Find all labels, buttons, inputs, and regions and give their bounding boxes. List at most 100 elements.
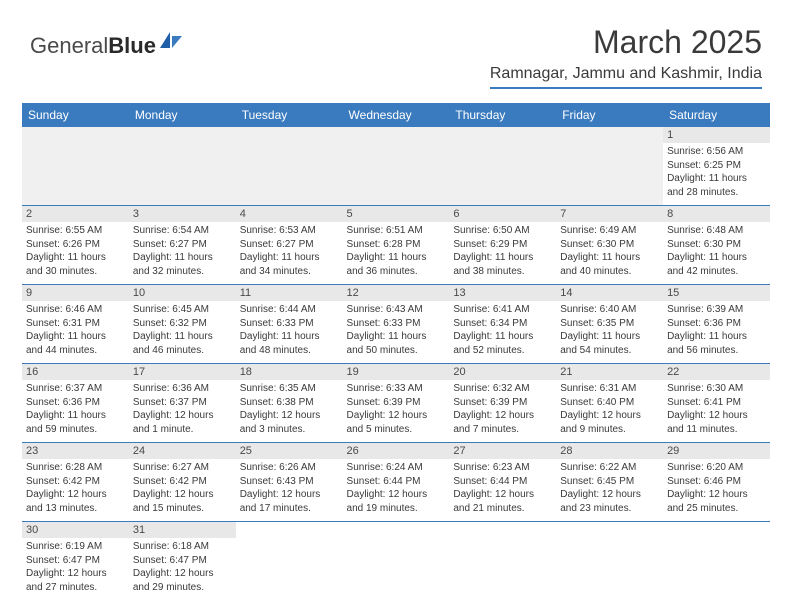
- cell-sr: Sunrise: 6:32 AM: [453, 382, 552, 396]
- calendar-cell: 5Sunrise: 6:51 AMSunset: 6:28 PMDaylight…: [343, 206, 450, 285]
- calendar-head: SundayMondayTuesdayWednesdayThursdayFrid…: [22, 103, 770, 127]
- logo-part1: General: [30, 33, 108, 58]
- cell-sr: Sunrise: 6:44 AM: [240, 303, 339, 317]
- cell-ss: Sunset: 6:32 PM: [133, 317, 232, 331]
- day-number: 22: [663, 364, 770, 380]
- cell-dl2: and 54 minutes.: [560, 344, 659, 358]
- cell-dl1: Daylight: 12 hours: [347, 409, 446, 423]
- calendar-cell: 29Sunrise: 6:20 AMSunset: 6:46 PMDayligh…: [663, 443, 770, 522]
- calendar-cell: 3Sunrise: 6:54 AMSunset: 6:27 PMDaylight…: [129, 206, 236, 285]
- cell-dl1: Daylight: 12 hours: [347, 488, 446, 502]
- cell-dl1: Daylight: 11 hours: [453, 251, 552, 265]
- cell-dl2: and 52 minutes.: [453, 344, 552, 358]
- cell-ss: Sunset: 6:35 PM: [560, 317, 659, 331]
- cell-dl2: and 38 minutes.: [453, 265, 552, 279]
- calendar-cell: 2Sunrise: 6:55 AMSunset: 6:26 PMDaylight…: [22, 206, 129, 285]
- cell-dl2: and 29 minutes.: [133, 581, 232, 595]
- cell-dl2: and 21 minutes.: [453, 502, 552, 516]
- cell-dl1: Daylight: 11 hours: [347, 251, 446, 265]
- cell-sr: Sunrise: 6:28 AM: [26, 461, 125, 475]
- calendar-cell: [236, 127, 343, 206]
- day-number: 31: [129, 522, 236, 538]
- cell-sr: Sunrise: 6:19 AM: [26, 540, 125, 554]
- logo-part2: Blue: [108, 33, 156, 58]
- calendar-cell: 14Sunrise: 6:40 AMSunset: 6:35 PMDayligh…: [556, 285, 663, 364]
- cell-dl1: Daylight: 12 hours: [26, 488, 125, 502]
- cell-dl1: Daylight: 11 hours: [347, 330, 446, 344]
- calendar-cell: 19Sunrise: 6:33 AMSunset: 6:39 PMDayligh…: [343, 364, 450, 443]
- cell-sr: Sunrise: 6:41 AM: [453, 303, 552, 317]
- cell-dl2: and 48 minutes.: [240, 344, 339, 358]
- cell-dl2: and 17 minutes.: [240, 502, 339, 516]
- cell-sr: Sunrise: 6:51 AM: [347, 224, 446, 238]
- cell-sr: Sunrise: 6:30 AM: [667, 382, 766, 396]
- calendar-cell: 28Sunrise: 6:22 AMSunset: 6:45 PMDayligh…: [556, 443, 663, 522]
- cell-ss: Sunset: 6:43 PM: [240, 475, 339, 489]
- weekday-row: SundayMondayTuesdayWednesdayThursdayFrid…: [22, 103, 770, 127]
- cell-dl2: and 42 minutes.: [667, 265, 766, 279]
- weekday-header: Friday: [556, 103, 663, 127]
- cell-dl1: Daylight: 12 hours: [26, 567, 125, 581]
- cell-ss: Sunset: 6:44 PM: [347, 475, 446, 489]
- cell-dl1: Daylight: 11 hours: [133, 251, 232, 265]
- logo: GeneralBlue: [30, 30, 184, 61]
- cell-dl2: and 3 minutes.: [240, 423, 339, 437]
- cell-ss: Sunset: 6:27 PM: [133, 238, 232, 252]
- cell-sr: Sunrise: 6:20 AM: [667, 461, 766, 475]
- calendar-cell: 6Sunrise: 6:50 AMSunset: 6:29 PMDaylight…: [449, 206, 556, 285]
- sail-icon: [158, 30, 184, 55]
- cell-dl1: Daylight: 12 hours: [133, 567, 232, 581]
- day-number: 24: [129, 443, 236, 459]
- weekday-header: Saturday: [663, 103, 770, 127]
- calendar-cell: 26Sunrise: 6:24 AMSunset: 6:44 PMDayligh…: [343, 443, 450, 522]
- day-number: 16: [22, 364, 129, 380]
- calendar-cell: 7Sunrise: 6:49 AMSunset: 6:30 PMDaylight…: [556, 206, 663, 285]
- cell-dl1: Daylight: 11 hours: [667, 330, 766, 344]
- cell-sr: Sunrise: 6:31 AM: [560, 382, 659, 396]
- cell-sr: Sunrise: 6:43 AM: [347, 303, 446, 317]
- cell-dl1: Daylight: 11 hours: [667, 172, 766, 186]
- cell-dl1: Daylight: 11 hours: [26, 409, 125, 423]
- calendar-cell: 31Sunrise: 6:18 AMSunset: 6:47 PMDayligh…: [129, 522, 236, 601]
- calendar-cell: 22Sunrise: 6:30 AMSunset: 6:41 PMDayligh…: [663, 364, 770, 443]
- day-number: 2: [22, 206, 129, 222]
- cell-sr: Sunrise: 6:40 AM: [560, 303, 659, 317]
- cell-dl2: and 30 minutes.: [26, 265, 125, 279]
- cell-ss: Sunset: 6:39 PM: [347, 396, 446, 410]
- calendar-cell: [663, 522, 770, 601]
- cell-dl1: Daylight: 12 hours: [133, 409, 232, 423]
- cell-dl2: and 5 minutes.: [347, 423, 446, 437]
- calendar-cell: 25Sunrise: 6:26 AMSunset: 6:43 PMDayligh…: [236, 443, 343, 522]
- cell-dl1: Daylight: 11 hours: [560, 330, 659, 344]
- month-title: March 2025: [490, 24, 762, 61]
- cell-dl2: and 59 minutes.: [26, 423, 125, 437]
- day-number: 13: [449, 285, 556, 301]
- cell-sr: Sunrise: 6:45 AM: [133, 303, 232, 317]
- day-number: 6: [449, 206, 556, 222]
- day-number: 7: [556, 206, 663, 222]
- day-number: 1: [663, 127, 770, 143]
- day-number: 10: [129, 285, 236, 301]
- calendar-cell: 4Sunrise: 6:53 AMSunset: 6:27 PMDaylight…: [236, 206, 343, 285]
- cell-ss: Sunset: 6:36 PM: [26, 396, 125, 410]
- calendar-row: 1Sunrise: 6:56 AMSunset: 6:25 PMDaylight…: [22, 127, 770, 206]
- cell-dl2: and 28 minutes.: [667, 186, 766, 200]
- cell-sr: Sunrise: 6:22 AM: [560, 461, 659, 475]
- cell-ss: Sunset: 6:34 PM: [453, 317, 552, 331]
- logo-text: GeneralBlue: [30, 33, 156, 59]
- cell-sr: Sunrise: 6:55 AM: [26, 224, 125, 238]
- cell-dl1: Daylight: 11 hours: [240, 330, 339, 344]
- cell-dl1: Daylight: 11 hours: [26, 251, 125, 265]
- calendar-cell: 1Sunrise: 6:56 AMSunset: 6:25 PMDaylight…: [663, 127, 770, 206]
- cell-sr: Sunrise: 6:37 AM: [26, 382, 125, 396]
- cell-dl1: Daylight: 12 hours: [240, 488, 339, 502]
- cell-ss: Sunset: 6:30 PM: [667, 238, 766, 252]
- cell-ss: Sunset: 6:37 PM: [133, 396, 232, 410]
- cell-dl1: Daylight: 12 hours: [560, 409, 659, 423]
- day-number: 15: [663, 285, 770, 301]
- cell-ss: Sunset: 6:31 PM: [26, 317, 125, 331]
- calendar-cell: [449, 127, 556, 206]
- calendar-cell: 18Sunrise: 6:35 AMSunset: 6:38 PMDayligh…: [236, 364, 343, 443]
- cell-ss: Sunset: 6:41 PM: [667, 396, 766, 410]
- cell-sr: Sunrise: 6:35 AM: [240, 382, 339, 396]
